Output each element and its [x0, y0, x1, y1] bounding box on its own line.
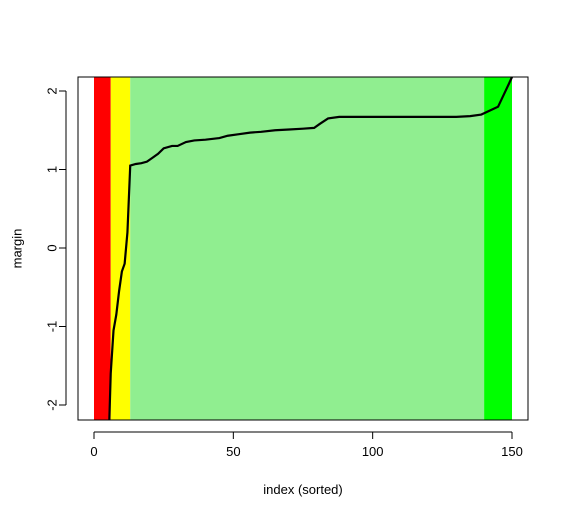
bands-layer: [94, 77, 512, 420]
y-tick-label-3: 1: [44, 166, 59, 173]
x-tick-label-1: 50: [226, 444, 240, 459]
band-1: [110, 77, 131, 420]
x-tick-label-0: 0: [90, 444, 97, 459]
band-0: [94, 77, 111, 420]
y-axis-label: margin: [9, 229, 24, 269]
y-tick-label-1: -1: [44, 321, 59, 333]
x-axis-label: index (sorted): [263, 482, 342, 497]
x-tick-label-2: 100: [362, 444, 384, 459]
y-tick-label-2: 0: [44, 244, 59, 251]
y-tick-label-0: -2: [44, 399, 59, 411]
band-3: [484, 77, 512, 420]
band-2: [130, 77, 485, 420]
y-tick-label-4: 2: [44, 87, 59, 94]
x-axis: 0 50 100 150: [90, 431, 523, 459]
x-tick-label-3: 150: [501, 444, 523, 459]
plot-frame: [77, 76, 529, 421]
y-axis: -2 -1 0 1 2: [44, 87, 67, 411]
margin-line: [108, 76, 514, 421]
